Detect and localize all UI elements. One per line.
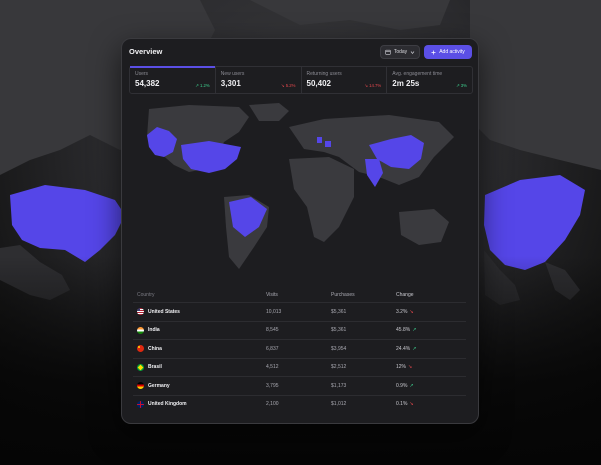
add-activity-button[interactable]: Add activity: [424, 45, 472, 59]
trend-down-icon: ↘: [409, 308, 414, 315]
change-column-header: Change: [396, 292, 414, 298]
purchases-value: $1,012: [331, 401, 347, 408]
card-header: Overview Today Add activity: [122, 39, 478, 66]
table-row[interactable]: India 8,545 $5,361 45.8% ↗: [133, 320, 466, 340]
stat-change: ↘ 14.7%: [364, 83, 382, 88]
purchases-value: $2,512: [331, 364, 347, 371]
today-label: Today: [393, 49, 408, 55]
stat-engagement-time[interactable]: Avg. engagement time 2m 25s ↗ 3%: [387, 67, 472, 93]
trend-down-icon: ↘: [409, 401, 414, 408]
stat-change: ↗ 3%: [455, 83, 467, 88]
table-row[interactable]: United States 10,013 $5,361 3.2% ↘: [133, 302, 466, 321]
change-value: 24.4% ↗: [396, 345, 417, 352]
stat-change: ↗ 1.2%: [195, 83, 210, 88]
purchases-value: $5,361: [331, 327, 347, 334]
change-value: 0.1% ↘: [396, 401, 414, 408]
world-map: [147, 103, 454, 269]
germany-highlight: [325, 141, 331, 147]
greenland-land: [249, 103, 289, 121]
change-value: 0.9% ↗: [396, 382, 414, 389]
stat-label: Returning users: [306, 71, 342, 77]
visits-value: 4,512: [266, 364, 279, 371]
today-dropdown-button[interactable]: Today: [380, 45, 420, 59]
visits-column-header: Visits: [266, 292, 278, 298]
change-value: 12% ↘: [396, 364, 413, 371]
trend-up-icon: ↗: [412, 345, 417, 352]
visits-value: 2,100: [266, 401, 279, 408]
overview-card: Overview Today Add activity Users 54,382…: [121, 38, 479, 424]
stat-value: 3,301: [220, 79, 241, 88]
stat-value: 54,382: [135, 79, 160, 88]
stat-value: 2m 25s: [392, 79, 420, 88]
stat-change: ↘ 5.2%: [280, 83, 296, 88]
brazil-highlight: [229, 197, 267, 237]
country-name: United Kingdom: [148, 401, 187, 408]
table-header: Country Visits Purchases Change: [133, 288, 466, 302]
uk-highlight: [317, 137, 322, 143]
purchases-value: $3,954: [331, 345, 347, 352]
us-flag-icon: [137, 308, 144, 316]
country-name: Brasil: [148, 364, 162, 371]
china-flag-icon: [137, 345, 144, 353]
purchases-value: $5,361: [331, 308, 347, 315]
add-activity-label: Add activity: [439, 49, 465, 55]
country-name: India: [148, 327, 160, 334]
visits-value: 6,837: [266, 345, 279, 352]
stats-row: Users 54,382 ↗ 1.2% New users 3,301 ↘ 5.…: [129, 66, 473, 94]
chevron-down-icon: [410, 50, 415, 54]
north-america-land: [147, 105, 249, 172]
trend-down-icon: ↘: [408, 364, 413, 371]
trend-up-icon: ↗: [409, 382, 414, 389]
australia-land: [399, 209, 449, 245]
trend-up-icon: ↗: [412, 327, 417, 334]
india-highlight: [365, 159, 383, 187]
uk-flag-icon: [137, 400, 144, 408]
page-title: Overview: [129, 47, 163, 56]
germany-flag-icon: [137, 382, 144, 390]
table-row[interactable]: Germany 3,795 $1,173 0.9% ↗: [133, 376, 466, 395]
india-flag-icon: [137, 326, 144, 334]
stat-new-users[interactable]: New users 3,301 ↘ 5.2%: [216, 67, 302, 93]
eurasia-land: [289, 115, 454, 185]
visits-value: 3,795: [266, 382, 279, 389]
purchases-column-header: Purchases: [331, 292, 355, 298]
purchases-value: $1,173: [331, 382, 347, 389]
country-name: Germany: [148, 382, 170, 389]
visits-value: 10,013: [266, 308, 282, 315]
country-name: China: [148, 345, 162, 352]
change-value: 3.2% ↘: [396, 308, 414, 315]
calendar-icon: [385, 49, 391, 55]
table-row[interactable]: United Kingdom 2,100 $1,012 0.1% ↘: [133, 394, 466, 414]
table-row[interactable]: Brasil 4,512 $2,512 12% ↘: [133, 357, 466, 377]
alaska-highlight: [147, 127, 177, 157]
stat-users[interactable]: Users 54,382 ↗ 1.2%: [130, 66, 216, 93]
country-column-header: Country: [137, 292, 155, 298]
stat-label: New users: [220, 71, 245, 77]
stat-returning-users[interactable]: Returning users 50,402 ↘ 14.7%: [302, 67, 388, 93]
change-value: 45.8% ↗: [396, 327, 417, 334]
stat-value: 50,402: [306, 79, 331, 88]
brazil-flag-icon: [137, 363, 144, 371]
country-name: United States: [148, 308, 180, 315]
africa-land: [289, 157, 354, 242]
plus-icon: [431, 50, 436, 54]
china-highlight: [369, 135, 424, 169]
united-states-highlight: [181, 141, 241, 173]
country-table: Country Visits Purchases Change United S…: [133, 288, 466, 413]
stat-label: Avg. engagement time: [392, 71, 443, 77]
stat-label: Users: [135, 71, 149, 77]
visits-value: 8,545: [266, 327, 279, 334]
table-row[interactable]: China 6,837 $3,954 24.4% ↗: [133, 339, 466, 358]
